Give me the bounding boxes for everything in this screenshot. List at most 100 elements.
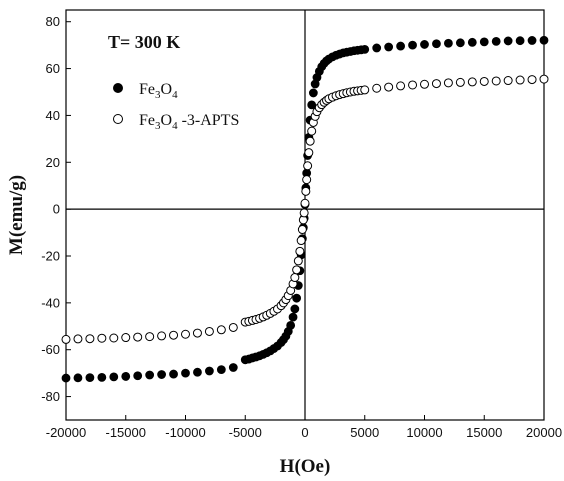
x-tick-label: -20000: [46, 425, 86, 440]
y-axis-title: M(emu/g): [6, 175, 27, 255]
x-tick-label: 10000: [406, 425, 442, 440]
point-fe3o4: [288, 312, 298, 322]
point-fe3o4: [216, 365, 226, 375]
point-fe3o4: [467, 37, 477, 47]
legend-fe3o4-fe: Fe: [139, 81, 155, 98]
point-fe3o4: [372, 43, 382, 53]
point-fe3o4: [85, 373, 95, 382]
legend-fe3o4-sub2: 4: [172, 89, 178, 101]
point-fe3o4: [292, 293, 302, 303]
point-fe3o4-aps: [295, 246, 305, 256]
x-tick-label: 5000: [350, 425, 379, 440]
y-axis-ticks: -80 -60 -40 -20 0 20 40 60 80: [41, 14, 71, 404]
point-fe3o4: [396, 41, 406, 51]
x-tick-label: 20000: [526, 425, 562, 440]
point-fe3o4-aps: [527, 75, 537, 85]
point-fe3o4: [290, 304, 300, 314]
point-fe3o4-aps: [302, 175, 312, 185]
point-fe3o4: [169, 369, 178, 379]
point-fe3o4-aps: [85, 334, 95, 344]
point-fe3o4: [121, 372, 131, 381]
legend-aps-sub2: 4: [172, 120, 178, 132]
point-fe3o4-aps: [181, 329, 190, 339]
y-tick-label: -80: [41, 389, 60, 404]
point-fe3o4: [145, 370, 155, 380]
point-fe3o4-aps: [479, 76, 489, 86]
x-tick-label: -5000: [229, 425, 262, 440]
legend-label-fe3o4: Fe3O4: [139, 81, 178, 101]
point-fe3o4-aps: [296, 236, 306, 246]
point-fe3o4-aps: [491, 76, 501, 86]
point-fe3o4-aps: [420, 79, 429, 89]
point-fe3o4-aps: [408, 80, 418, 90]
legend-aps-sub1: 3: [155, 120, 161, 132]
point-fe3o4: [109, 372, 119, 382]
x-axis-title: H(Oe): [280, 456, 331, 477]
y-tick-label: 60: [46, 61, 60, 76]
point-fe3o4-aps: [455, 77, 465, 87]
y-tick-label: 20: [46, 155, 60, 170]
point-fe3o4-aps: [303, 161, 313, 171]
legend-aps-fe: Fe: [139, 112, 155, 129]
legend-marker-fe3o4: [113, 83, 123, 93]
point-fe3o4: [97, 372, 107, 382]
point-fe3o4: [157, 370, 167, 379]
point-fe3o4: [61, 373, 71, 383]
point-fe3o4-aps: [360, 85, 370, 95]
point-fe3o4: [455, 38, 465, 48]
point-fe3o4-aps: [293, 256, 303, 266]
point-fe3o4-aps: [204, 326, 214, 336]
point-fe3o4-aps: [539, 74, 549, 84]
y-tick-label: -20: [41, 249, 60, 264]
point-fe3o4: [193, 367, 202, 377]
point-fe3o4: [228, 363, 238, 372]
point-fe3o4: [204, 366, 214, 376]
point-fe3o4-aps: [307, 126, 317, 136]
point-fe3o4: [420, 40, 429, 49]
annotation-temperature: T= 300 K: [108, 32, 180, 52]
point-fe3o4-aps: [443, 78, 453, 88]
y-tick-label: -60: [41, 342, 60, 357]
legend-label-fe3o4-aps: Fe3O4 -3-APTS: [139, 112, 239, 132]
point-fe3o4-aps: [61, 334, 71, 344]
point-fe3o4-aps: [304, 148, 314, 158]
legend-aps-tail: -3-APTS: [178, 112, 240, 129]
y-tick-label: 0: [53, 202, 60, 217]
legend-fe3o4-o: O: [161, 81, 173, 98]
point-fe3o4-aps: [301, 186, 311, 196]
point-fe3o4: [503, 36, 513, 46]
point-fe3o4: [515, 36, 525, 46]
point-fe3o4: [527, 36, 537, 45]
point-fe3o4-aps: [396, 81, 406, 91]
point-fe3o4-aps: [503, 76, 513, 86]
legend-fe3o4-sub1: 3: [155, 89, 161, 101]
point-fe3o4-aps: [157, 331, 167, 341]
point-fe3o4: [308, 88, 318, 98]
x-tick-label: 15000: [466, 425, 502, 440]
x-tick-label: -15000: [106, 425, 146, 440]
x-tick-label: -10000: [165, 425, 205, 440]
point-fe3o4-aps: [97, 333, 107, 343]
point-fe3o4: [384, 42, 394, 52]
point-fe3o4-aps: [133, 332, 143, 342]
point-fe3o4-aps: [290, 273, 300, 283]
x-axis-ticks: -20000 -15000 -10000 -5000 0 5000 10000 15000 20…: [46, 415, 562, 440]
point-fe3o4: [133, 371, 143, 381]
point-fe3o4: [432, 39, 441, 49]
point-fe3o4-aps: [305, 136, 315, 146]
point-fe3o4-aps: [299, 208, 309, 218]
point-fe3o4: [307, 100, 317, 110]
point-fe3o4: [286, 320, 296, 330]
point-fe3o4: [443, 38, 453, 48]
point-fe3o4-aps: [292, 265, 302, 275]
point-fe3o4-aps: [228, 322, 238, 332]
point-fe3o4-aps: [431, 79, 441, 89]
point-fe3o4-aps: [169, 330, 179, 340]
y-tick-label: 40: [46, 108, 60, 123]
point-fe3o4: [360, 44, 370, 54]
legend: Fe3O4 Fe3O4 -3-APTS: [113, 81, 239, 132]
point-fe3o4: [539, 35, 549, 45]
point-fe3o4-aps: [109, 333, 119, 343]
point-fe3o4-aps: [73, 334, 83, 344]
